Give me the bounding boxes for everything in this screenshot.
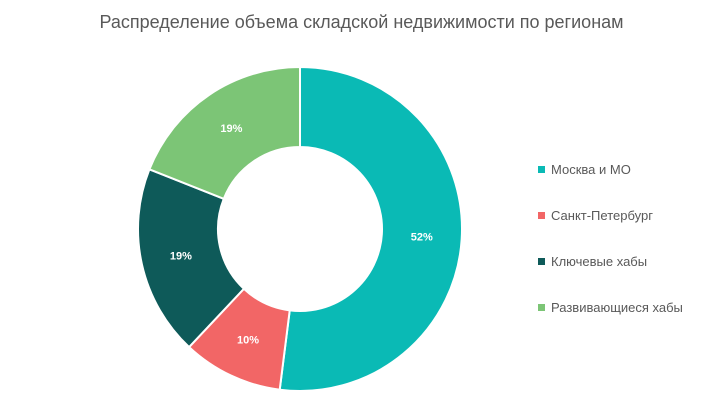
legend: Москва и МО Санкт-Петербург Ключевые хаб… <box>538 146 683 330</box>
legend-item-moscow[interactable]: Москва и МО <box>538 146 683 192</box>
slice-label-moscow: 52% <box>411 232 433 244</box>
slice-developing-hubs[interactable] <box>148 65 301 201</box>
legend-swatch-moscow <box>538 165 545 173</box>
slice-moscow[interactable] <box>278 65 463 392</box>
slice-label-developing-hubs: 19% <box>220 123 242 135</box>
legend-label-moscow: Москва и МО <box>551 161 631 177</box>
legend-swatch-spb <box>538 211 545 219</box>
legend-item-developing-hubs[interactable]: Развивающиеся хабы <box>538 284 683 330</box>
legend-label-developing-hubs: Развивающиеся хабы <box>551 299 683 315</box>
legend-swatch-developing-hubs <box>538 303 545 311</box>
slice-key-hubs[interactable] <box>137 168 246 349</box>
legend-item-key-hubs[interactable]: Ключевые хабы <box>538 238 683 284</box>
legend-swatch-key-hubs <box>538 257 545 265</box>
slice-label-key-hubs: 19% <box>170 251 192 263</box>
legend-label-key-hubs: Ключевые хабы <box>551 253 648 269</box>
legend-item-spb[interactable]: Санкт-Петербург <box>538 192 683 238</box>
chart-title: Распределение объема складской недвижимо… <box>99 12 624 32</box>
slice-label-spb: 10% <box>237 334 259 346</box>
legend-label-spb: Санкт-Петербург <box>551 207 653 223</box>
